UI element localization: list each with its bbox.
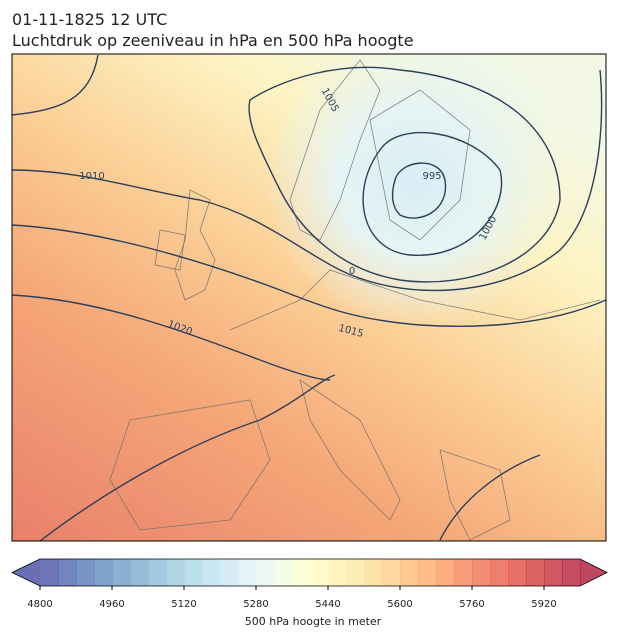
colorbar-tick-label: 5920 — [531, 599, 556, 610]
colorbar-band — [490, 559, 509, 586]
colorbar-band — [112, 559, 131, 586]
low-area — [195, 54, 606, 325]
colorbar-band — [220, 559, 239, 586]
colorbar-tick-label: 5280 — [243, 599, 268, 610]
colorbar-extend-low — [12, 559, 40, 586]
contour-label: 0 — [349, 266, 355, 277]
colorbar-band — [364, 559, 383, 586]
colorbar-band — [94, 559, 113, 586]
title-line1: 01-11-1825 12 UTC — [12, 10, 167, 29]
colorbar-band — [562, 559, 581, 586]
colorbar-extend-high — [580, 559, 607, 586]
colorbar-band — [184, 559, 203, 586]
colorbar-band — [400, 559, 419, 586]
isobars — [12, 54, 606, 541]
colorbar-band — [472, 559, 491, 586]
map-frame — [11, 53, 607, 542]
colorbar-band — [202, 559, 221, 586]
colorbar-band — [418, 559, 437, 586]
coastlines — [109, 59, 601, 541]
colorbar-band — [328, 559, 347, 586]
contour-label: 995 — [422, 171, 441, 182]
colorbar-band — [274, 559, 293, 586]
colorbar-tick-label: 5120 — [171, 599, 196, 610]
colorbar-band — [508, 559, 527, 586]
colorbar-tick-label: 5600 — [387, 599, 412, 610]
colorbar-band — [454, 559, 473, 586]
colorbar-band — [256, 559, 275, 586]
colorbar-band — [382, 559, 401, 586]
colorbar-band — [40, 559, 59, 586]
colorbar-band — [346, 559, 365, 586]
colorbar-band — [148, 559, 167, 586]
contour-label: 1010 — [79, 171, 104, 182]
colorbar-label: 500 hPa hoogte in meter — [245, 615, 382, 628]
title-line2: Luchtdruk op zeeniveau in hPa en 500 hPa… — [12, 31, 414, 50]
colorbar-band — [130, 559, 149, 586]
colorbar-band — [76, 559, 95, 586]
colorbar-band — [238, 559, 257, 586]
colorbar-tick-label: 5760 — [459, 599, 484, 610]
colorbar-band — [58, 559, 77, 586]
map — [12, 54, 606, 541]
colorbar-tick-label: 5440 — [315, 599, 340, 610]
colorbar-band — [292, 559, 311, 586]
colorbar-band — [544, 559, 563, 586]
colorbar-band — [526, 559, 545, 586]
colorbar-band — [310, 559, 329, 586]
colorbar-tick-label: 4800 — [27, 599, 52, 610]
colorbar-band — [436, 559, 455, 586]
colorbar-band — [166, 559, 185, 586]
colorbar-tick-label: 4960 — [99, 599, 124, 610]
